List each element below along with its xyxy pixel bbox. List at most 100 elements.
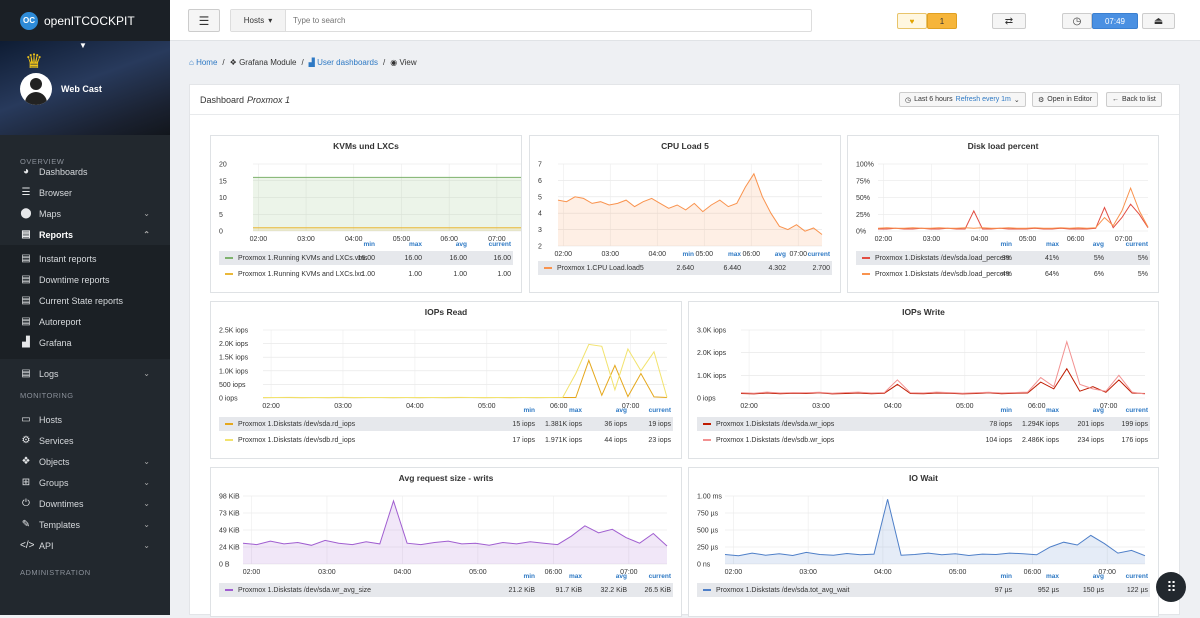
legend-header-current[interactable]: current [1125,407,1148,414]
sidebar-item-logs[interactable]: ▤ Logs ⌄ [21,368,150,379]
chevron-down-icon: ⌄ [143,209,150,218]
y-tick-label: 4 [538,211,542,218]
legend-header-current[interactable]: current [648,573,671,580]
heart-icon[interactable]: ♥ [897,13,927,29]
legend-header-min[interactable]: min [363,241,375,248]
legend-header-max[interactable]: max [1045,573,1059,580]
sidebar-item-hosts[interactable]: ▭ Hosts [21,414,63,425]
legend-row[interactable]: Proxmox 1.Diskstats /dev/sdb.load_percen… [856,267,1150,281]
notification-count-badge[interactable]: 1 [927,13,957,29]
sidebar-item-objects[interactable]: ❖ Objects ⌄ [21,456,150,467]
legend-header-current[interactable]: current [648,407,671,414]
sidebar-item-downtime-reports[interactable]: ▤ Downtime reports [21,274,110,285]
graph-panel[interactable]: IO Wait 0 ns 250 µs 500 µs 750 µs 1.00 ms 02:0… [688,467,1159,617]
x-tick-label: 03:00 [334,403,352,410]
legend-row[interactable]: Proxmox 1.Diskstats /dev/sda.wr_iops 78 i… [697,417,1150,431]
legend-row[interactable]: Proxmox 1.Running KVMs and LXCs.vms 16.00… [219,251,513,265]
brand[interactable]: OC openITCOCKPIT [0,0,170,41]
legend-header-current[interactable]: current [1125,241,1148,248]
graph-panel[interactable]: IOPs Write 0 iops 1.0K iops 2.0K iops 3.0K i… [688,301,1159,459]
logout-icon[interactable]: ⏏ [1142,13,1175,29]
graph-panel[interactable]: IOPs Read 0 iops 500 iops 1.0K iops 1.5K iop… [210,301,682,459]
retweet-icon[interactable]: ⇄ [992,13,1026,29]
sidebar-item-reports[interactable]: ▤ Reports ⌃ [21,229,150,240]
legend-header-avg[interactable]: avg [1092,241,1104,248]
legend-header-avg[interactable]: avg [1092,573,1104,580]
series-swatch [225,589,233,591]
legend-header-max[interactable]: max [568,407,582,414]
breadcrumb-user-dashboards[interactable]: ▟ User dashboards [308,58,378,67]
legend-row[interactable]: Proxmox 1.Diskstats /dev/sda.load_percen… [856,251,1150,265]
search-input[interactable] [293,16,693,25]
search-bar: Hosts ▾ [230,9,812,32]
legend-header-max[interactable]: max [1045,241,1059,248]
legend-header-avg[interactable]: avg [615,407,627,414]
back-to-list-button[interactable]: ← Back to list [1106,92,1162,107]
legend-row[interactable]: Proxmox 1.Diskstats /dev/sda.rd_iops 15 i… [219,417,673,431]
breadcrumb-home[interactable]: ⌂ Home [189,58,218,67]
legend-header-min[interactable]: min [523,407,535,414]
open-editor-button[interactable]: ⚙ Open in Editor [1032,92,1099,107]
chevron-down-icon: ⌄ [143,478,150,487]
x-tick-label: 04:00 [874,569,892,576]
legend-header-max[interactable]: max [408,241,422,248]
legend-header-max[interactable]: max [727,251,741,258]
time-range-button[interactable]: ◷ Last 6 hours Refresh every 1m ⌄ [899,92,1026,107]
legend-row[interactable]: Proxmox 1.CPU Load.load5 2.640 6.440 4.302 2… [538,261,832,275]
legend-header-min[interactable]: min [682,251,694,258]
section-monitoring: MONITORING [20,391,74,400]
sidebar-item-maps[interactable]: ⬤ Maps ⌄ [20,208,150,219]
sidebar-item-dashboards[interactable]: ◕ Dashboards [0,161,170,182]
app-logo-icon: OC [20,11,38,30]
graph-plot: 0 iops 500 iops 1.0K iops 1.5K iops 2.0K iop… [219,328,668,410]
legend-header-current[interactable]: current [488,241,511,248]
legend-row[interactable]: Proxmox 1.Diskstats /dev/sda.tot_avg_wai… [697,583,1150,597]
y-tick-label: 250 µs [697,545,719,552]
legend-header-min[interactable]: min [1000,407,1012,414]
x-tick-label: 06:00 [1028,403,1046,410]
legend-row[interactable]: Proxmox 1.Diskstats /dev/sdb.wr_iops 104 … [697,433,1150,447]
y-tick-label: 0 B [219,562,230,569]
legend-row[interactable]: Proxmox 1.Diskstats /dev/sdb.rd_iops 17 i… [219,433,673,447]
legend-current: 2.700 [812,264,830,272]
sidebar-item-groups[interactable]: ⊞ Groups ⌄ [21,477,150,488]
legend-header-avg[interactable]: avg [615,573,627,580]
x-tick-label: 04:00 [394,569,412,576]
series-line [877,186,1149,229]
x-tick-label: 02:00 [250,236,268,243]
legend-header-max[interactable]: max [568,573,582,580]
avatar[interactable] [20,73,52,105]
legend-header-max[interactable]: max [1045,407,1059,414]
legend-header-avg[interactable]: avg [455,241,467,248]
legend-header-avg[interactable]: avg [1092,407,1104,414]
sidebar-item-current-state-reports[interactable]: ▤ Current State reports [21,295,124,306]
apps-grid-button[interactable]: ⠿ [1156,572,1186,602]
sidebar-item-browser[interactable]: ☰ Browser [21,187,73,198]
legend-max: 1.381K iops [545,420,582,428]
legend-header-min[interactable]: min [1000,241,1012,248]
legend-header-min[interactable]: min [1000,573,1012,580]
sidebar-item-api[interactable]: </> API ⌄ [20,540,150,551]
sidebar-item-autoreport[interactable]: ▤ Autoreport [21,316,82,327]
clock-icon[interactable]: ◷ [1062,13,1092,29]
graph-panel[interactable]: Avg request size - writs 0 B 24 KiB 49 KiB 7… [210,467,682,617]
sidebar-item-downtimes[interactable]: ⏻ Downtimes ⌄ [0,493,170,514]
legend-row[interactable]: Proxmox 1.Diskstats /dev/sda.wr_avg_size… [219,583,673,597]
sidebar-item-templates[interactable]: ✎ Templates ⌄ [21,519,150,530]
x-tick-label: 02:00 [725,569,743,576]
graph-panel[interactable]: Disk load percent 0% 25% 50% 75% 100% 02:00 03:… [847,135,1159,293]
sidebar-item-services[interactable]: ⚙ Services [21,435,74,446]
sidebar-item-grafana[interactable]: ▟ Grafana [0,332,170,353]
legend-header-avg[interactable]: avg [774,251,786,258]
profile-name[interactable]: Web Cast [61,84,102,94]
chevron-down-icon[interactable]: ▼ [79,41,87,50]
legend-row[interactable]: Proxmox 1.Running KVMs and LXCs.lxc 1.00 1… [219,267,513,281]
search-scope-select[interactable]: Hosts ▾ [231,10,286,31]
sidebar-item-instant-reports[interactable]: ▤ Instant reports [21,253,97,264]
graph-panel[interactable]: CPU Load 5 2 3 4 5 6 7 02:00 03:00 04:00 05:00 06:0… [529,135,841,293]
legend-header-current[interactable]: current [807,251,830,258]
legend-header-current[interactable]: current [1125,573,1148,580]
legend-header-min[interactable]: min [523,573,535,580]
graph-panel[interactable]: KVMs und LXCs 0 5 10 15 20 02:00 03:00 04:00 05:0… [210,135,522,293]
menu-toggle-button[interactable]: ☰ [188,9,220,32]
